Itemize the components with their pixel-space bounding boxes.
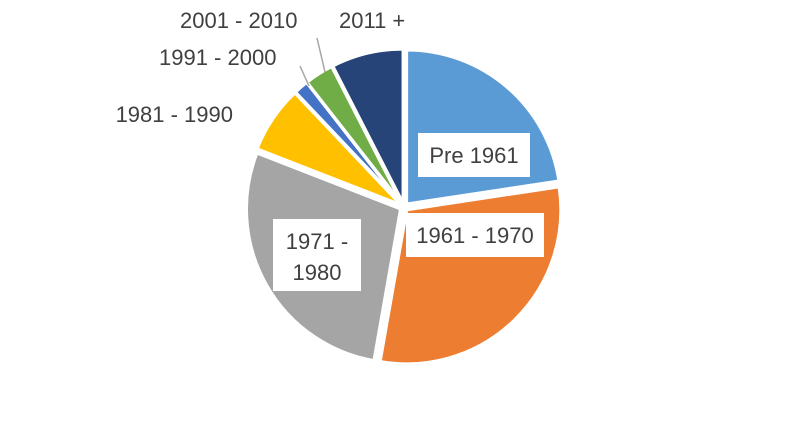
slice-label-2001-2010: 2001 - 2010 [180,8,297,33]
slice-label-1991-2000: 1991 - 2000 [159,45,276,70]
slice-label-pre-1961-text: Pre 1961 [429,143,518,168]
leader-line-1991-2000 [299,65,310,87]
slice-label-1971-1980-box [273,219,361,291]
slice-label-1961-1970: 1961 - 1970 [406,213,544,257]
slice-label-1961-1970-text: 1961 - 1970 [416,223,533,248]
pie-slice-2011 [331,47,405,205]
leader-lines [299,37,326,87]
leader-line-2001-2010 [316,37,326,73]
slice-label-1971-1980-text: 1971 -1980 [286,229,348,285]
slice-labels: Pre 1961 1961 - 1970 1971 -1980 1981 - 1990… [116,8,544,291]
pie-slice-pre-1961 [405,48,561,206]
slice-label-pre-1961: Pre 1961 [418,133,530,177]
slice-label-pre-1961-box [418,133,530,177]
slice-label-1961-1970-box [406,213,544,257]
slice-label-2011: 2011 + [339,8,405,33]
slice-label-1971-1980: 1971 -1980 [273,219,361,291]
slice-label-1981-1990: 1981 - 1990 [116,102,233,127]
pie-slices [245,47,563,366]
